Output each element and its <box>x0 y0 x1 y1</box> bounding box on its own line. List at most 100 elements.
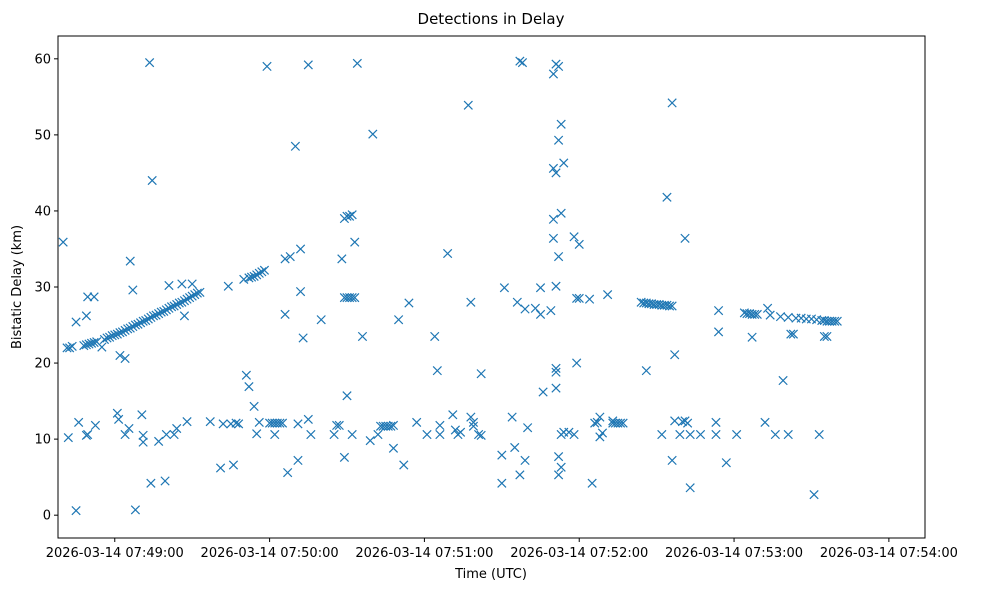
data-point <box>339 452 350 463</box>
data-point <box>553 251 564 262</box>
data-point <box>164 303 174 313</box>
data-point <box>259 265 270 275</box>
data-point <box>455 427 466 437</box>
data-point <box>124 423 134 434</box>
data-point <box>762 303 773 313</box>
data-point <box>775 312 786 322</box>
data-point <box>177 279 187 289</box>
data-point <box>365 436 375 446</box>
data-point <box>664 301 675 311</box>
data-point <box>231 418 241 428</box>
data-point <box>657 429 667 440</box>
data-point <box>79 340 89 351</box>
plot-area <box>57 35 926 539</box>
data-point <box>125 256 135 266</box>
data-point <box>512 297 522 307</box>
x-tick-label: 2026-03-14 07:54:00 <box>820 546 958 561</box>
y-tick-label: 50 <box>34 128 51 143</box>
data-point <box>295 286 306 297</box>
data-point <box>608 418 618 428</box>
data-point <box>515 56 525 66</box>
data-point <box>252 429 262 439</box>
data-point <box>819 331 829 342</box>
data-point <box>597 428 608 438</box>
data-point <box>332 420 342 431</box>
data-point <box>468 417 479 428</box>
data-point <box>137 410 147 420</box>
data-point <box>548 233 559 243</box>
data-point <box>615 418 626 428</box>
data-point <box>468 421 479 431</box>
data-point <box>89 292 99 302</box>
data-point <box>711 417 721 428</box>
data-point <box>74 417 84 428</box>
data-point <box>368 129 378 139</box>
data-point <box>120 429 130 440</box>
data-point <box>350 237 360 247</box>
data-point <box>760 417 770 428</box>
data-point <box>713 327 724 337</box>
data-point <box>473 429 484 440</box>
data-point <box>190 289 200 300</box>
data-point <box>147 175 157 186</box>
y-tick-label: 30 <box>34 281 51 296</box>
data-point <box>667 98 677 108</box>
data-point <box>102 333 112 343</box>
data-point <box>443 248 453 259</box>
data-point <box>192 288 202 298</box>
data-point <box>618 418 628 428</box>
data-point <box>156 307 166 317</box>
data-point <box>412 417 422 428</box>
data-point <box>329 429 339 440</box>
data-point <box>275 418 285 428</box>
data-point <box>215 463 226 473</box>
data-point <box>174 298 184 308</box>
data-point <box>141 315 151 326</box>
data-point <box>572 293 582 304</box>
data-point <box>90 420 101 431</box>
data-point <box>86 338 97 348</box>
data-point <box>83 429 93 440</box>
data-point <box>404 298 414 308</box>
data-point <box>182 294 192 304</box>
chart-title: Detections in Delay <box>418 10 565 28</box>
data-point <box>399 460 409 470</box>
data-point <box>179 296 190 306</box>
data-point <box>450 425 460 435</box>
data-point <box>154 308 164 319</box>
data-point <box>553 470 564 480</box>
data-point <box>239 274 249 285</box>
data-point <box>184 293 195 303</box>
data-point <box>602 289 613 300</box>
data-point <box>107 331 117 341</box>
data-point <box>572 358 582 368</box>
data-point <box>515 470 525 480</box>
data-point <box>298 333 308 343</box>
data-point <box>169 301 179 311</box>
y-axis: 0 10 20 30 40 50 60 <box>34 52 58 524</box>
data-point <box>135 318 146 328</box>
data-point <box>347 210 357 220</box>
data-point <box>476 430 486 440</box>
data-point <box>166 302 177 312</box>
data-point <box>523 423 533 433</box>
data-point <box>685 483 695 493</box>
data-point <box>448 410 458 420</box>
data-point <box>670 350 680 360</box>
data-point <box>507 412 517 422</box>
data-point <box>765 310 775 320</box>
data-point <box>128 285 138 295</box>
data-point <box>546 305 556 316</box>
data-point <box>120 325 130 335</box>
data-point <box>172 299 182 310</box>
data-point <box>254 417 264 428</box>
data-point <box>695 429 706 440</box>
data-point <box>393 315 404 325</box>
data-point <box>114 414 124 424</box>
data-point <box>138 316 148 326</box>
data-point <box>497 450 507 460</box>
data-point <box>357 331 368 342</box>
data-point <box>138 437 148 447</box>
data-point <box>721 458 731 468</box>
data-point <box>675 429 685 440</box>
